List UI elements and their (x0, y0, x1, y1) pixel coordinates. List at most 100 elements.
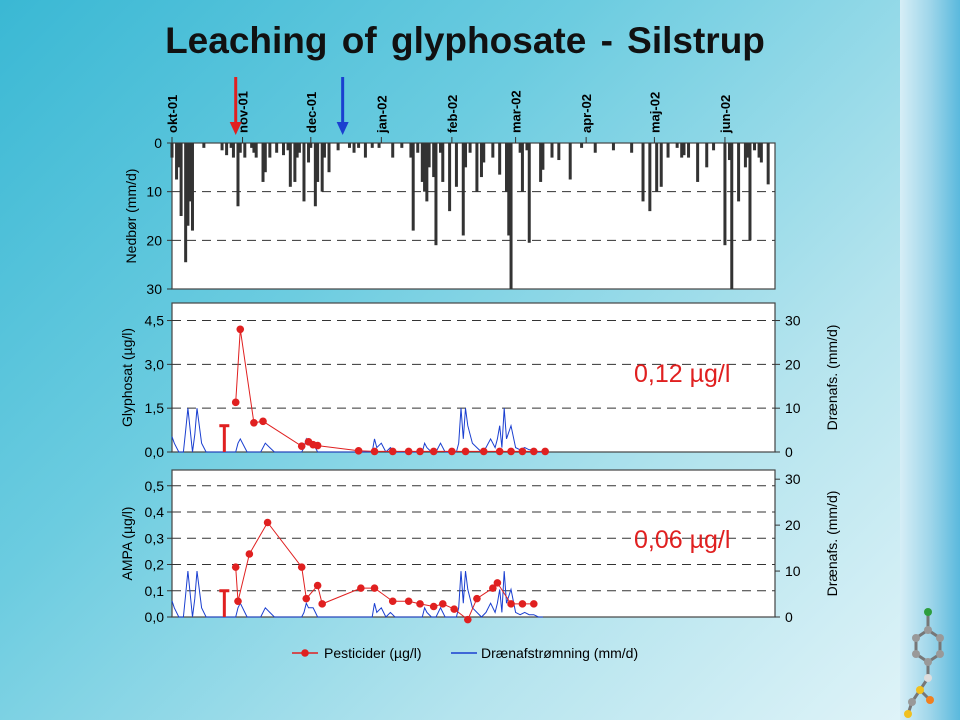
y-tick-label: 0 (154, 135, 162, 151)
pesticide-point (263, 518, 272, 527)
y-tick-label: 30 (146, 281, 162, 297)
precipitation-bar (434, 143, 438, 246)
precipitation-bar (357, 143, 361, 148)
plot-area (171, 142, 776, 290)
pesticide-point (370, 447, 379, 456)
pesticide-point (354, 447, 363, 455)
precipitation-bar (236, 143, 240, 207)
molecule-atom (916, 686, 924, 694)
precipitation-bar (580, 143, 584, 148)
precipitation-bar (753, 143, 757, 151)
precipitation-bar (231, 143, 235, 158)
precipitation-bar (475, 143, 479, 192)
precipitation-bar (641, 143, 645, 202)
pesticide-point (518, 600, 527, 608)
event-arrowhead (229, 122, 242, 135)
precipitation-bar (188, 143, 192, 202)
precipitation-bar (409, 143, 413, 158)
pesticide-point (461, 447, 470, 456)
pesticide-point (404, 597, 413, 606)
legend-label: Drænafstrømning (mm/d) (481, 645, 638, 661)
precipitation-bar (439, 143, 443, 153)
precipitation-bar (297, 143, 301, 153)
precipitation-bar (322, 143, 326, 158)
pesticide-point (313, 581, 322, 590)
precipitation-bar (568, 143, 572, 180)
precipitation-bar (666, 143, 670, 158)
precipitation-bar (229, 143, 233, 148)
precipitation-bar (507, 143, 511, 236)
y2-tick-label: 20 (785, 517, 801, 533)
pesticide-point (302, 594, 311, 603)
precipitation-bar (370, 143, 374, 148)
month-label: mar-02 (509, 90, 524, 133)
y-tick-label: 0,3 (145, 530, 165, 546)
precipitation-bar (263, 143, 267, 173)
precipitation-bar (238, 143, 242, 153)
pesticide-point (297, 442, 306, 450)
precipitation-bar (682, 143, 686, 156)
precipitation-bar (186, 143, 190, 226)
y2-tick-label: 10 (785, 400, 801, 416)
precipitation-bar (541, 143, 545, 170)
y2-tick-label: 30 (785, 313, 801, 329)
precipitation-bar (593, 143, 597, 153)
precipitation-bar (243, 143, 247, 158)
precipitation-bar (696, 143, 700, 182)
precipitation-bar (675, 143, 679, 148)
precipitation-bar (468, 143, 472, 153)
precipitation-bar (479, 143, 483, 178)
precipitation-bar (757, 143, 761, 158)
page-title: Leaching of glyphosate - Silstrup (165, 20, 765, 61)
precipitation-bar (425, 143, 429, 202)
precipitation-bar (293, 143, 297, 182)
molecule-atom (924, 658, 932, 666)
decorative-border (900, 0, 960, 720)
precipitation-bar (712, 143, 716, 151)
precipitation-bar (220, 143, 224, 151)
precipitation-bar (539, 143, 543, 182)
pesticide-point (388, 597, 397, 606)
pesticide-point (245, 550, 254, 558)
pesticide-point (250, 418, 258, 427)
precipitation-bar (302, 143, 306, 202)
pesticide-point (518, 447, 527, 456)
precipitation-bar (313, 143, 317, 207)
y2-axis-label: Drænafs. (mm/d) (824, 491, 840, 597)
y-axis-label: Glyphosat (µg/l) (119, 328, 135, 427)
precipitation-bar (177, 143, 181, 168)
pesticide-point (493, 579, 502, 587)
precipitation-bar (377, 143, 381, 148)
precipitation-bar (416, 143, 420, 153)
y-tick-label: 20 (146, 232, 162, 248)
precipitation-bar (254, 143, 258, 158)
precipitation-bar (527, 143, 531, 243)
pesticide-point (507, 600, 515, 608)
pesticide-point (479, 447, 488, 456)
plot-area (171, 469, 776, 618)
precipitation-bar (659, 143, 663, 187)
legend-marker-pesticide (301, 649, 309, 657)
precipitation-bar (427, 143, 431, 168)
y-tick-label: 0,0 (145, 609, 165, 625)
precipitation-bar (766, 143, 770, 185)
precipitation-bar (723, 143, 727, 246)
legend-label: Pesticider (µg/l) (324, 645, 422, 661)
precipitation-bar (687, 143, 691, 158)
pesticide-point (370, 584, 379, 592)
month-label: maj-02 (647, 92, 662, 133)
precipitation-bar (423, 143, 427, 192)
precipitation-bar (316, 143, 320, 182)
precipitation-bar (400, 143, 404, 148)
precipitation-bar (184, 143, 188, 263)
precipitation-bar (550, 143, 554, 158)
precipitation-bar (252, 143, 256, 153)
precipitation-bar (391, 143, 395, 158)
pesticide-point (541, 447, 549, 456)
precipitation-bar (307, 143, 311, 163)
concentration-annotation: 0,12 µg/l (634, 360, 730, 388)
precipitation-bar (275, 143, 279, 153)
precipitation-bar (295, 143, 299, 158)
